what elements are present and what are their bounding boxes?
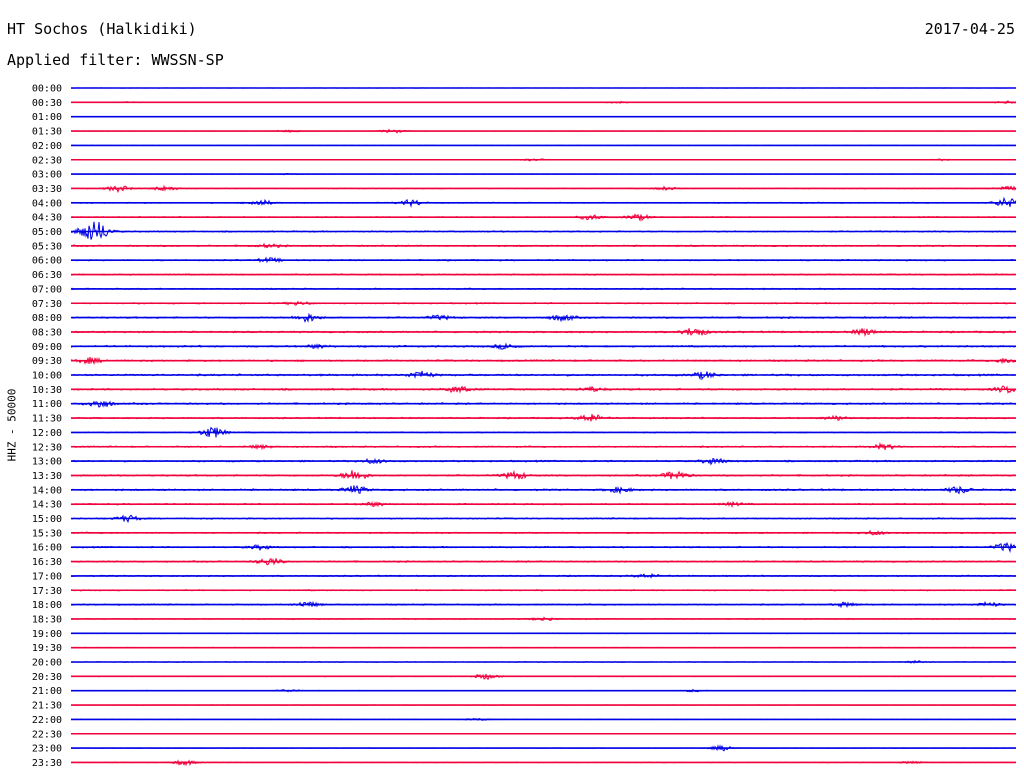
time-label: 15:00: [32, 514, 62, 525]
filter-label: Applied filter: WWSSN-SP: [7, 51, 224, 69]
time-label: 15:30: [32, 528, 62, 539]
time-label: 06:30: [32, 270, 62, 281]
time-label: 17:30: [32, 586, 62, 597]
time-label: 05:00: [32, 227, 62, 238]
time-label: 14:00: [32, 485, 62, 496]
time-label: 00:30: [32, 98, 62, 109]
time-label: 23:00: [32, 744, 62, 755]
time-label: 08:00: [32, 313, 62, 324]
record-date: 2017-04-25: [924, 20, 1015, 38]
time-label: 00:00: [32, 84, 62, 95]
time-label: 18:00: [32, 600, 62, 611]
time-label: 18:30: [32, 614, 62, 625]
time-label: 02:30: [32, 155, 62, 166]
time-label: 21:30: [32, 701, 62, 712]
time-label: 20:00: [32, 658, 62, 669]
time-label: 01:30: [32, 127, 62, 138]
time-label: 17:00: [32, 571, 62, 582]
time-label: 20:30: [32, 672, 62, 683]
time-label: 04:30: [32, 213, 62, 224]
station-title: HT Sochos (Halkidiki): [7, 20, 197, 38]
time-label: 21:00: [32, 686, 62, 697]
time-label: 13:00: [32, 457, 62, 468]
time-label: 23:30: [32, 758, 62, 769]
time-label: 22:00: [32, 715, 62, 726]
time-label: 10:30: [32, 385, 62, 396]
time-label: 08:30: [32, 327, 62, 338]
time-label: 12:00: [32, 428, 62, 439]
time-label: 03:00: [32, 170, 62, 181]
time-label: 19:30: [32, 643, 62, 654]
time-label: 13:30: [32, 471, 62, 482]
time-label: 19:00: [32, 629, 62, 640]
time-label: 07:00: [32, 284, 62, 295]
time-label: 03:30: [32, 184, 62, 195]
time-label: 05:30: [32, 241, 62, 252]
trace-row: [70, 221, 1017, 240]
time-label: 11:00: [32, 399, 62, 410]
time-label: 09:30: [32, 356, 62, 367]
time-label: 01:00: [32, 112, 62, 123]
time-label: 10:00: [32, 371, 62, 382]
time-label: 02:00: [32, 141, 62, 152]
time-label: 07:30: [32, 299, 62, 310]
time-label: 12:30: [32, 442, 62, 453]
time-label: 04:00: [32, 198, 62, 209]
time-label: 09:00: [32, 342, 62, 353]
time-label: 16:00: [32, 543, 62, 554]
time-label: 16:30: [32, 557, 62, 568]
time-label: 14:30: [32, 500, 62, 511]
time-label: 06:00: [32, 256, 62, 267]
time-label: 22:30: [32, 729, 62, 740]
time-label: 11:30: [32, 414, 62, 425]
